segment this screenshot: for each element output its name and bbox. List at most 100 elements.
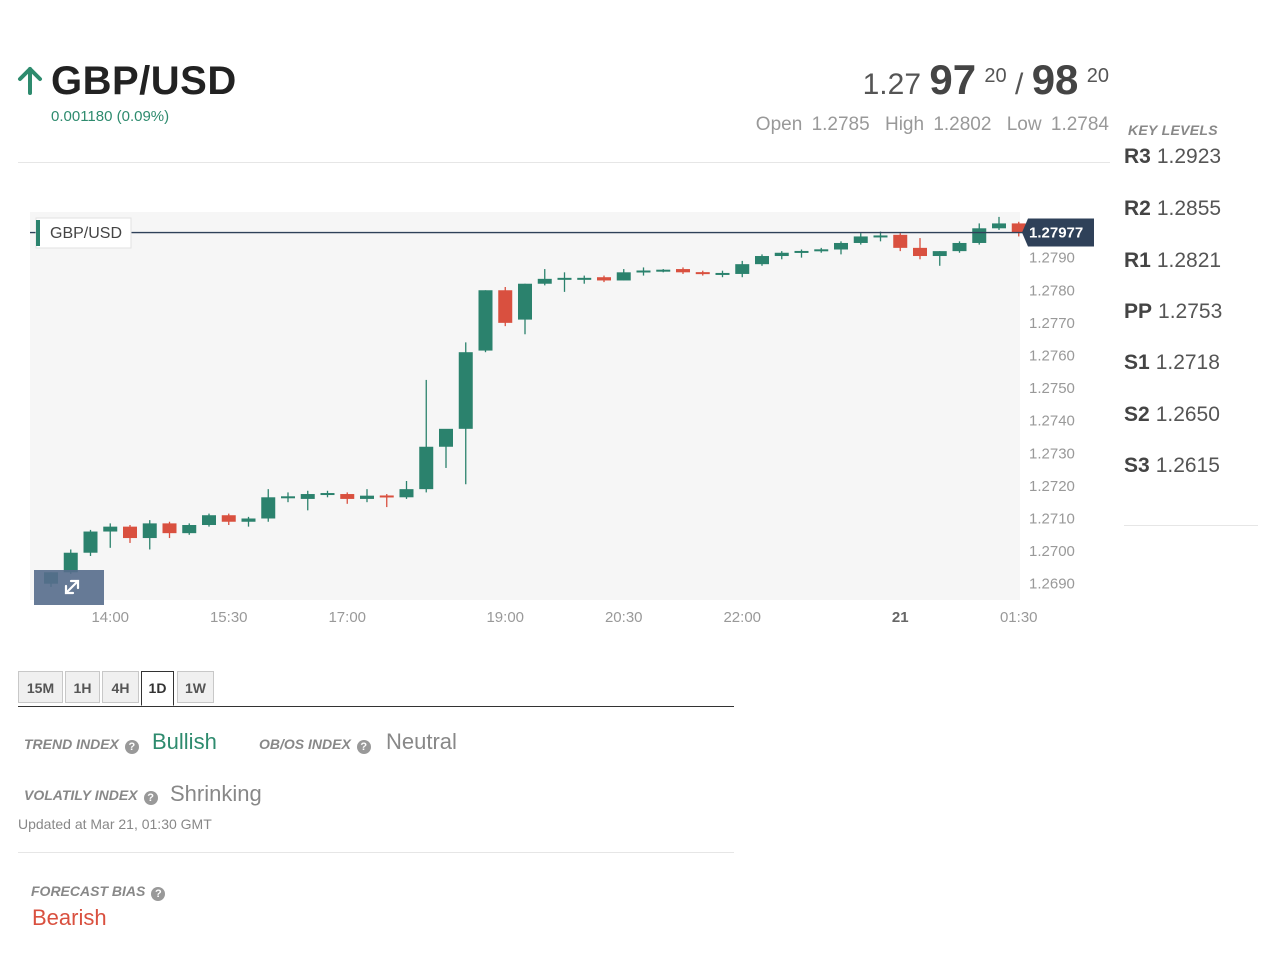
candle-body [320,493,335,496]
candle-body [142,523,157,539]
help-icon[interactable]: ? [356,740,371,754]
candle [360,489,374,503]
candle-body [715,272,730,275]
candlestick-chart[interactable]: 1.2790 1.2780 1.2770 1.2760 1.2750 1.2740 1.27… [0,205,1110,635]
tab-1w[interactable]: 1W [177,671,214,703]
candle-body [162,523,177,534]
key-level-value: 1.2615 [1155,454,1220,477]
low-value: 1.2784 [1050,114,1109,135]
candle-body [340,494,355,499]
candle [913,238,927,260]
obos-index-label: OB/OS INDEX? [259,736,371,754]
key-level-r1: R1 1.2821 [1124,249,1221,273]
candle [814,247,829,253]
key-level-name: S2 [1124,403,1150,426]
quote-separator: / [1015,68,1024,101]
candle [893,233,908,252]
candle [142,520,157,550]
y-tick-label: 1.2740 [1029,413,1075,430]
candle-body [794,250,809,253]
x-tick-label: 01:30 [1000,609,1038,626]
candle [379,494,394,508]
help-icon[interactable]: ? [143,791,158,805]
x-tick-label: 14:00 [91,609,129,626]
key-level-name: R1 [1124,249,1151,272]
plot-area [30,212,1020,600]
candle [1011,221,1026,237]
candle [932,251,947,266]
candle [182,523,197,535]
candle-body [735,264,750,274]
key-level-r3: R3 1.2923 [1124,145,1221,169]
key-level-s3: S3 1.2615 [1124,454,1220,478]
price-change: 0.001180 (0.09%) [51,108,170,125]
help-icon[interactable]: ? [151,887,166,901]
candle [478,290,493,353]
candle-body [518,283,532,320]
expand-icon [64,579,80,595]
trend-index-label-text: TREND INDEX [24,736,119,752]
candle-body [952,242,967,252]
y-tick-label: 1.2790 [1029,250,1075,267]
tab-4h[interactable]: 4H [102,671,139,703]
volatility-index-value: Shrinking [170,781,262,806]
candle-body [419,446,434,490]
y-tick-label: 1.2760 [1029,347,1075,364]
key-level-pp: PP 1.2753 [1124,300,1222,324]
candle [63,549,78,574]
tab-1h[interactable]: 1H [65,671,100,703]
key-level-name: R3 [1124,145,1151,168]
candle [853,233,868,245]
candle-body [597,277,611,281]
candle-body [103,526,118,532]
candle-body [853,236,868,243]
key-level-r2: R2 1.2855 [1124,197,1221,221]
candle-body [202,515,216,526]
candle-body [537,278,552,284]
candle [399,480,414,499]
candle [340,492,355,504]
candle [162,521,177,539]
tab-1d[interactable]: 1D [141,671,174,706]
candle-body [774,252,789,257]
obos-index-label-text: OB/OS INDEX [259,736,351,752]
ask-pip: 20 [1086,65,1109,87]
x-tick-label: 17:00 [328,609,366,626]
y-tick-label: 1.2780 [1029,282,1075,299]
candle [952,241,967,253]
candle-body [972,228,987,243]
candle-body [992,223,1006,229]
current-price-label: 1.27977 [1029,225,1083,242]
expand-icon-stroke [69,579,80,590]
key-level-value: 1.2753 [1158,300,1223,323]
key-level-s1: S1 1.2718 [1124,351,1220,375]
y-tick-label: 1.2700 [1029,543,1075,560]
trend-index-label: TREND INDEX? [24,736,139,754]
quote-display: 1.27 97 20 / 98 20 [863,56,1109,109]
candle-body [379,495,394,498]
expand-icon-stroke [64,584,75,595]
candle-body [182,525,197,534]
fullscreen-button[interactable] [34,570,104,605]
updated-timestamp: Updated at Mar 21, 01:30 GMT [18,816,212,832]
open-high-low: Open 1.2785 High 1.2802 Low 1.2784 [746,114,1109,136]
candle [123,525,137,543]
candle [676,267,690,274]
candle [774,251,789,260]
x-tick-label: 22:00 [723,609,761,626]
candle-body [241,518,256,522]
candle [794,249,809,258]
symbol-label-box [35,217,132,249]
candle [537,269,552,286]
key-level-s2: S2 1.2650 [1124,403,1220,427]
ask-big-figure: 98 [1031,56,1079,103]
expand-icon-stroke [64,579,80,595]
candle [577,275,592,284]
help-icon[interactable]: ? [124,740,139,754]
bid-big-figure: 97 [929,56,977,103]
candle [221,513,236,526]
timeframe-tabs: 15M 1H 4H 1D 1W [18,671,734,707]
tab-15m[interactable]: 15M [18,671,63,703]
y-tick-label: 1.2690 [1029,576,1075,593]
candle [992,216,1006,230]
